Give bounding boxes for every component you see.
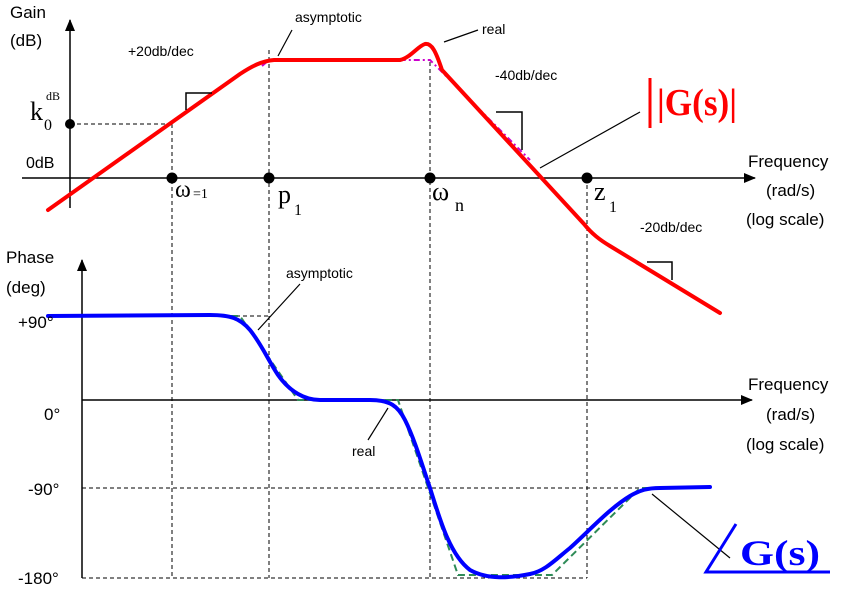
slope-minus20-label: -20db/dec (640, 219, 702, 235)
gain-real-label: real (482, 21, 505, 37)
p1-label-main: p (278, 180, 291, 209)
phase-title-leader (651, 493, 731, 559)
gain-x-label-line1: Frequency (748, 152, 829, 171)
k0-label-sup: dB (46, 89, 60, 103)
phase-y-label-line2: (deg) (6, 278, 46, 297)
omega1-point (166, 172, 178, 184)
gain-y-label-line1: Gain (10, 3, 46, 22)
k0-point (65, 119, 75, 129)
gain-y-label-line2: (dB) (10, 31, 42, 50)
p1-point (263, 172, 275, 184)
phase-real-label: real (352, 443, 375, 459)
slope-minus40-marker (496, 111, 523, 150)
slope-plus20-marker (185, 92, 212, 110)
phase-x-label-line3: (log scale) (746, 435, 824, 454)
phase-real-leader (367, 407, 389, 441)
gain-title: |G(s)| (657, 82, 737, 124)
omegan-point (424, 172, 436, 184)
omega1-label: ω (175, 177, 191, 203)
gain-plot: Gain (dB) k dB 0 0dB ω =1 p 1 ω n z 1 +2… (10, 3, 829, 578)
gain-curve (46, 41, 722, 315)
gain-asymptote (261, 59, 531, 161)
gain-real-leader (443, 29, 479, 43)
phase-curve (46, 313, 712, 580)
k0-label-sub: 0 (44, 117, 52, 134)
phase-asymptotic-leader (257, 283, 301, 331)
gain-x-label-line3: (log scale) (746, 210, 824, 229)
gain-x-label-line2: (rad/s) (766, 181, 815, 200)
k0-label-main: k (30, 97, 43, 126)
slope-minus20-marker (647, 261, 673, 280)
phase-asymptotic-label: asymptotic (286, 265, 353, 281)
angle-symbol (703, 523, 830, 574)
gain-title-leader (539, 111, 641, 169)
tick-plus90-label: +90° (18, 313, 54, 332)
slope-minus40-label: -40db/dec (495, 67, 557, 83)
p1-label-sub: 1 (294, 202, 302, 219)
z1-label-sub: 1 (609, 199, 617, 216)
z1-point (581, 172, 593, 184)
tick-0-label: 0° (44, 405, 60, 424)
gain-asymptotic-leader (277, 29, 293, 57)
omegan-label-sub: n (455, 195, 464, 215)
tick-minus180-label: -180° (18, 569, 59, 588)
phase-title: G(s) (740, 533, 820, 573)
phase-plot: Phase (deg) +90° 0° -90° -180° asymptoti… (6, 248, 830, 588)
omegan-label-main: ω (432, 177, 449, 206)
z1-label-main: z (594, 177, 606, 206)
omega1-eq-label: =1 (193, 187, 208, 202)
zero-db-label: 0dB (26, 155, 54, 172)
gain-asymptotic-label: asymptotic (295, 9, 362, 25)
phase-y-label-line1: Phase (6, 248, 54, 267)
tick-minus90-label: -90° (28, 480, 59, 499)
phase-x-label-line1: Frequency (748, 375, 829, 394)
phase-x-label-line2: (rad/s) (766, 405, 815, 424)
slope-plus20-label: +20db/dec (128, 43, 194, 59)
